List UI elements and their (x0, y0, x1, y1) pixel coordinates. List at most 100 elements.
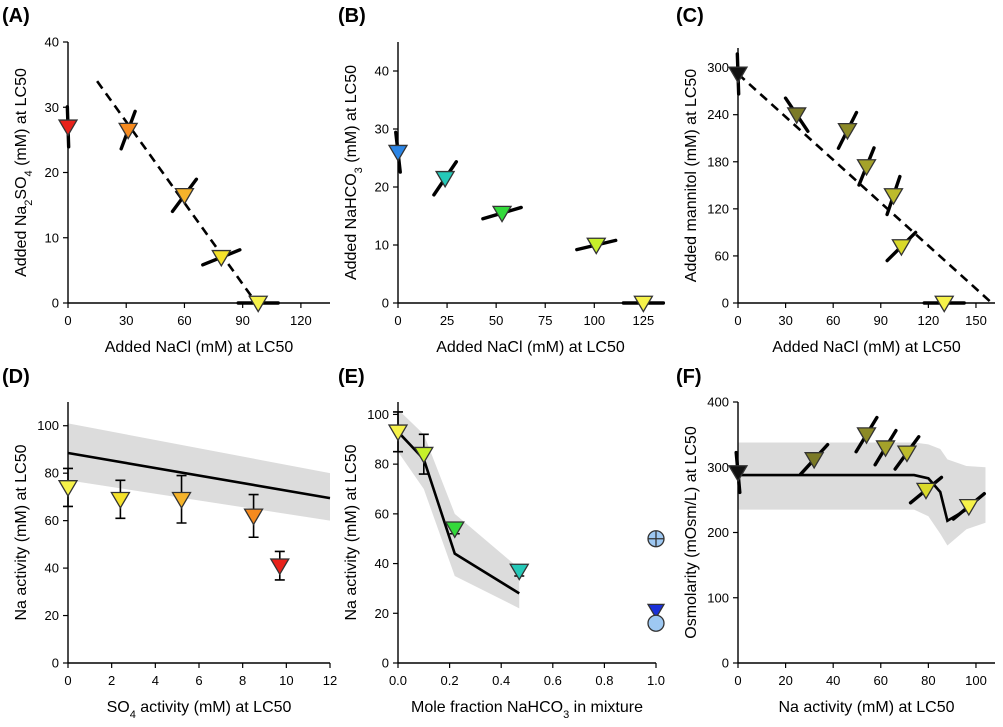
panel-b: (B) 0 25 50 75 100 125 0 10 20 30 40 Added NaCl (mM)… (338, 5, 666, 356)
fit-line (737, 72, 993, 304)
y-tick-label: 0 (52, 656, 59, 671)
y-axis-label: Added NaHCO3 (mM) at LC50 (343, 65, 365, 280)
x-tick-label: 100 (583, 313, 605, 328)
y-axis-label: Added Na2SO4 (mM) at LC50 (13, 68, 35, 277)
y-tick-label: 40 (375, 556, 389, 571)
data-point (413, 446, 434, 465)
x-axis-label: Na activity (mM) at LC50 (778, 699, 954, 716)
y-tick-label: 10 (375, 238, 389, 253)
confidence-band (738, 442, 986, 546)
x-tick-label: 10 (279, 673, 293, 688)
x-axis-label: Added NaCl (mM) at LC50 (436, 339, 625, 356)
x-tick-label: 0 (734, 673, 741, 688)
data-point (883, 188, 904, 206)
y-tick-label: 20 (375, 606, 389, 621)
x-tick-label: 0.8 (595, 673, 613, 688)
y-tick-label: 40 (45, 35, 59, 50)
x-tick-label: 125 (633, 313, 655, 328)
y-tick-label: 60 (375, 506, 389, 521)
y-tick-label: 30 (375, 122, 389, 137)
panel-f: (F) 0 20 40 60 80 100 0 100 200 300 400 Na activity … (676, 366, 995, 716)
data-point (57, 119, 79, 137)
data-point (804, 452, 825, 470)
panel-label: (F) (676, 366, 702, 388)
data-point (118, 122, 139, 140)
data-point (958, 498, 979, 517)
panel-label: (A) (2, 5, 30, 27)
circle-marker (647, 614, 665, 632)
confidence-band (398, 409, 520, 609)
y-tick-label: 300 (707, 460, 729, 475)
x-axis-label: Added NaCl (mM) at LC50 (105, 339, 294, 356)
data-point (633, 295, 654, 313)
data-point (786, 107, 807, 125)
y-tick-label: 100 (367, 407, 389, 422)
data-point (891, 239, 912, 257)
x-tick-label: 60 (177, 313, 191, 328)
y-tick-label: 20 (45, 165, 59, 180)
x-tick-label: 80 (921, 673, 935, 688)
data-point (875, 440, 896, 458)
y-tick-label: 0 (382, 656, 389, 671)
data-point (934, 295, 955, 313)
fit-line (96, 80, 258, 304)
x-tick-label: 120 (918, 313, 940, 328)
panel-label: (E) (338, 366, 365, 388)
x-tick-label: 0 (394, 313, 401, 328)
x-tick-label: 150 (965, 313, 987, 328)
data-point (248, 295, 269, 313)
x-tick-label: 30 (778, 313, 792, 328)
y-tick-label: 60 (45, 513, 59, 528)
y-tick-label: 0 (52, 296, 59, 311)
data-point (57, 480, 79, 498)
data-point (110, 491, 131, 510)
y-axis-label: Na activity (mM) at LC50 (343, 444, 360, 620)
y-tick-label: 20 (375, 180, 389, 195)
x-tick-label: 20 (778, 673, 792, 688)
x-tick-label: 1.0 (647, 673, 665, 688)
confidence-band (68, 423, 330, 521)
x-tick-label: 0.4 (492, 673, 510, 688)
panel-label: (B) (338, 5, 366, 27)
x-axis-label: SO4 activity (mM) at LC50 (107, 699, 292, 721)
data-point (269, 558, 290, 576)
y-axis-label: Osmolarity (mOsm/L) at LC50 (683, 426, 700, 639)
data-point (586, 237, 607, 255)
x-tick-label: 90 (235, 313, 249, 328)
x-tick-label: 0 (64, 313, 71, 328)
y-tick-label: 30 (45, 100, 59, 115)
x-tick-label: 30 (119, 313, 133, 328)
y-tick-label: 80 (375, 457, 389, 472)
data-point (509, 563, 530, 581)
data-point (211, 249, 232, 268)
x-tick-label: 0.0 (389, 673, 407, 688)
data-point (896, 445, 918, 463)
y-tick-label: 180 (707, 154, 729, 169)
x-tick-label: 100 (965, 673, 987, 688)
data-point (243, 508, 264, 526)
y-tick-label: 10 (45, 230, 59, 245)
x-tick-label: 0.6 (544, 673, 562, 688)
x-tick-label: 4 (152, 673, 159, 688)
data-point (837, 122, 858, 141)
y-tick-label: 40 (375, 64, 389, 79)
x-tick-label: 90 (874, 313, 888, 328)
x-tick-label: 60 (826, 313, 840, 328)
x-tick-label: 120 (290, 313, 312, 328)
fit-line (397, 430, 520, 595)
y-axis-label: Added mannitol (mM) at LC50 (683, 69, 700, 283)
y-tick-label: 0 (722, 656, 729, 671)
x-axis-label: Added NaCl (mM) at LC50 (772, 339, 961, 356)
x-tick-label: 0 (734, 313, 741, 328)
y-tick-label: 200 (707, 525, 729, 540)
triangle-marker (646, 603, 666, 620)
x-axis-label: Mole fraction NaHCO3 in mixture (411, 699, 643, 721)
panel-label: (D) (2, 366, 30, 388)
x-tick-label: 12 (323, 673, 337, 688)
data-point (856, 159, 877, 177)
x-tick-label: 0.2 (441, 673, 459, 688)
x-tick-label: 60 (874, 673, 888, 688)
x-tick-label: 2 (108, 673, 115, 688)
data-point (387, 424, 409, 442)
data-point (174, 187, 195, 206)
